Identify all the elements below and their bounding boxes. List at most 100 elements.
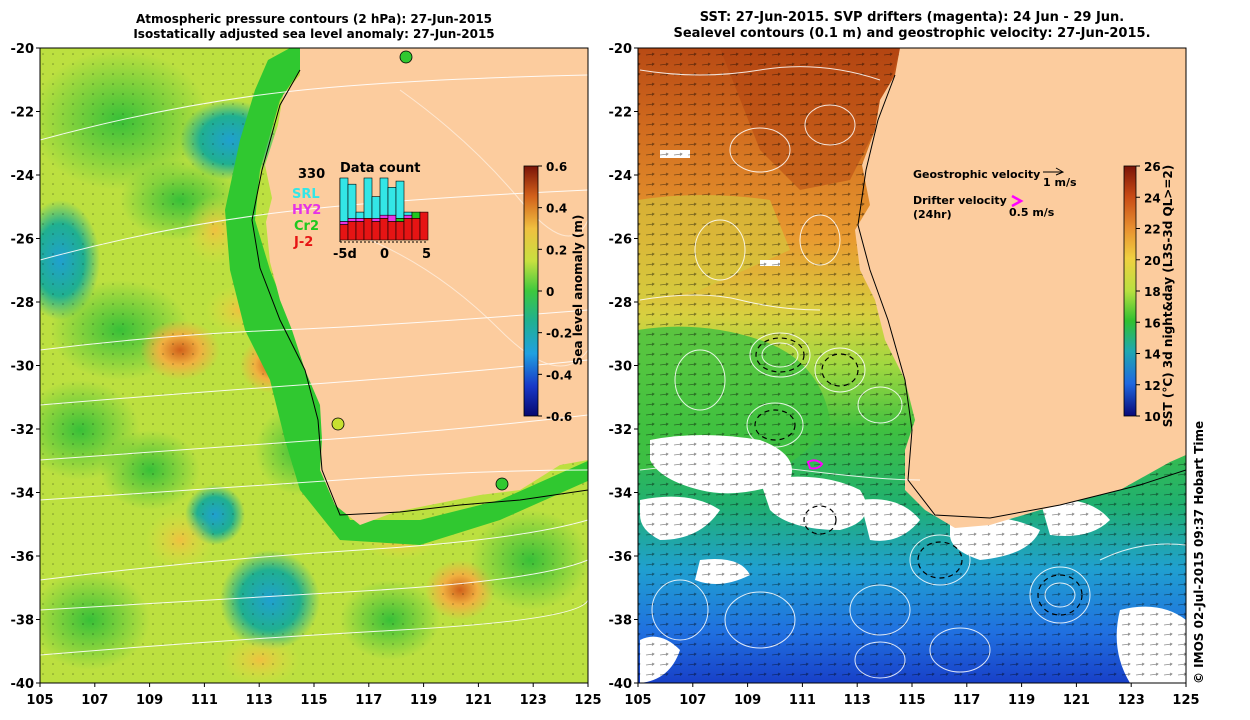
legend-srl: SRL <box>292 187 320 202</box>
x-tick-label: 105 <box>624 693 651 708</box>
data-count-bar-srl <box>403 211 413 216</box>
data-count-bar-j2 <box>387 221 397 241</box>
x-tick-label: 119 <box>1008 693 1035 708</box>
data-count-bar-hy2 <box>347 218 357 222</box>
colorbar-tick-label: 24 <box>1144 191 1161 205</box>
right-panel-title: SST: 27-Jun-2015. SVP drifters (magenta)… <box>638 10 1186 42</box>
x-tick-label: 121 <box>465 693 492 708</box>
y-tick-label: -32 <box>11 423 35 438</box>
x-tick-label: 111 <box>789 693 816 708</box>
x-tick-label: 113 <box>844 693 871 708</box>
colorbar-tick-label: 26 <box>1144 160 1161 174</box>
data-count-bar-hy2 <box>387 214 397 222</box>
x-tick-label: 109 <box>136 693 163 708</box>
y-tick-label: -38 <box>11 614 35 629</box>
x-tick-label: 125 <box>574 693 601 708</box>
y-tick-label: -36 <box>11 550 35 565</box>
colorbar-tick-label: 0.6 <box>546 160 567 174</box>
x-tick-label: 105 <box>26 693 53 708</box>
data-count-bar-srl <box>379 177 389 216</box>
legend-hy2: HY2 <box>292 203 321 218</box>
x-tick-label: 115 <box>898 693 925 708</box>
x-tick-label: 117 <box>355 693 382 708</box>
data-count-title: Data count <box>340 161 420 176</box>
data-count-bar-j2 <box>371 221 381 241</box>
y-tick-label: -28 <box>11 296 35 311</box>
colorbar-tick-label: 10 <box>1144 410 1161 424</box>
x-tick-label: 113 <box>246 693 273 708</box>
y-tick-label: -30 <box>11 360 35 375</box>
data-count-bar-j2 <box>363 218 373 241</box>
data-count-bar-srl <box>387 187 397 216</box>
data-count-bar-j2 <box>419 211 429 241</box>
data-count-bar-srl <box>363 177 373 219</box>
colorbar-tick-label: 20 <box>1144 254 1161 268</box>
right-title-line1: SST: 27-Jun-2015. SVP drifters (magenta)… <box>699 10 1125 25</box>
x-tick-label: 125 <box>1172 693 1199 708</box>
data-count-bar-j2 <box>403 218 413 241</box>
geostrophic-scale-arrow <box>1043 167 1065 176</box>
y-tick-label: -38 <box>609 614 633 629</box>
y-tick-label: -22 <box>11 106 35 121</box>
x-tick-label: 107 <box>81 693 108 708</box>
x-tick-label: 115 <box>300 693 327 708</box>
y-tick-label: -40 <box>609 677 633 692</box>
data-count-bar-hy2 <box>403 214 413 219</box>
drifter-scale-arrow <box>1011 194 1024 208</box>
data-count-bar-j2 <box>339 224 349 241</box>
y-tick-label: -26 <box>11 233 35 248</box>
y-tick-label: -20 <box>11 42 35 57</box>
data-count-bar-hy2 <box>355 218 365 222</box>
drifter-scale: 0.5 m/s <box>1009 206 1055 219</box>
data-count-bar-srl <box>371 196 381 219</box>
x-tick-label: 123 <box>1118 693 1145 708</box>
y-tick-label: -24 <box>11 169 35 184</box>
data-count-bar-srl <box>339 177 349 222</box>
dc-x-label-1: 0 <box>380 247 389 262</box>
data-count-bar-j2 <box>355 221 365 241</box>
x-tick-label: 123 <box>520 693 547 708</box>
x-tick-label: 107 <box>679 693 706 708</box>
y-tick-label: -34 <box>11 487 35 502</box>
drifter-velocity-period: (24hr) <box>913 208 952 221</box>
right-title-line2: Sealevel contours (0.1 m) and geostrophi… <box>673 26 1151 41</box>
dc-x-label-2: 5 <box>422 247 431 262</box>
x-tick-label: 117 <box>953 693 980 708</box>
y-tick-label: -30 <box>609 360 633 375</box>
data-count-bar-j2 <box>411 218 421 241</box>
sea-level-anomaly-map <box>40 48 588 683</box>
data-count-bar-cr2 <box>411 211 421 219</box>
y-tick-label: -26 <box>609 233 633 248</box>
legend-j2: J-2 <box>293 235 313 250</box>
colorbar-tick-label: 0.4 <box>546 202 567 216</box>
drifter-velocity-label: Drifter velocity <box>913 194 1007 207</box>
colorbar-tick-label: 22 <box>1144 223 1161 237</box>
left-title-line2: Isostatically adjusted sea level anomaly… <box>133 27 495 41</box>
y-tick-label: -34 <box>609 487 633 502</box>
data-count-bar-hy2 <box>371 218 381 222</box>
sla-colorbar-label: Sea level anomaly (m) <box>571 215 585 366</box>
x-tick-label: 111 <box>191 693 218 708</box>
left-title-line1: Atmospheric pressure contours (2 hPa): 2… <box>135 12 493 26</box>
colorbar-tick-label: 12 <box>1144 379 1161 393</box>
x-tick-label: 109 <box>734 693 761 708</box>
data-count-bar-j2 <box>347 221 357 241</box>
colorbar-tick-label: -0.6 <box>546 410 572 424</box>
colorbar-tick-label: 0.2 <box>546 243 567 257</box>
sla-colorbar <box>523 165 539 417</box>
colorbar-tick-label: -0.2 <box>546 327 572 341</box>
sst-map <box>638 48 1186 683</box>
y-tick-label: -36 <box>609 550 633 565</box>
data-count-bar-j2 <box>379 218 389 241</box>
colorbar-tick-label: 14 <box>1144 348 1161 362</box>
data-count-bar-srl <box>347 183 357 219</box>
data-count-max: 330 <box>298 167 325 182</box>
sst-colorbar-label: SST (°C) 3d night&day (L3S-3d QL>=2) <box>1161 165 1175 428</box>
y-tick-label: -28 <box>609 296 633 311</box>
colorbar-tick-label: -0.4 <box>546 368 572 382</box>
colorbar-tick-label: 18 <box>1144 285 1161 299</box>
y-tick-label: -24 <box>609 169 633 184</box>
y-tick-label: -40 <box>11 677 35 692</box>
data-count-bar-srl <box>395 180 405 219</box>
